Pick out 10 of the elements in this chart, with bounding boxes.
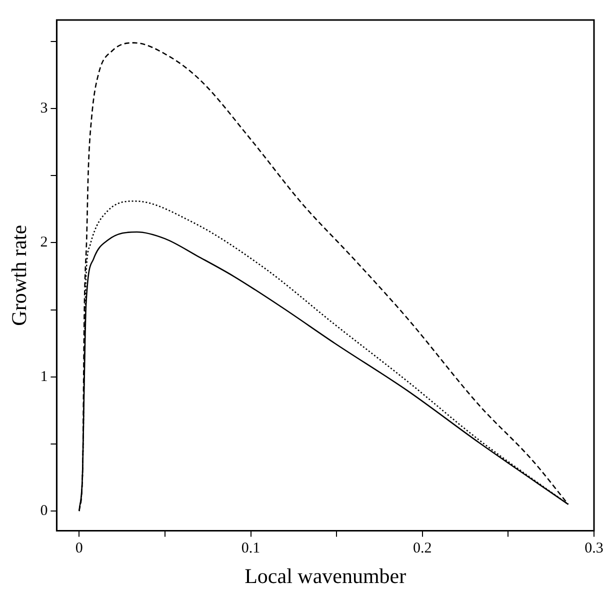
- y-tick-label: 1: [40, 368, 48, 385]
- x-tick-label: 0: [75, 540, 83, 557]
- x-tick-label: 0.1: [241, 540, 260, 557]
- y-axis-title: Growth rate: [7, 224, 32, 326]
- x-tick-label: 0.3: [584, 540, 604, 557]
- y-tick-label: 2: [40, 234, 48, 251]
- x-axis-title: Local wavenumber: [244, 564, 406, 588]
- x-tick-label: 0.2: [413, 540, 432, 557]
- y-tick-label: 0: [40, 503, 48, 520]
- y-tick-label: 3: [40, 100, 48, 116]
